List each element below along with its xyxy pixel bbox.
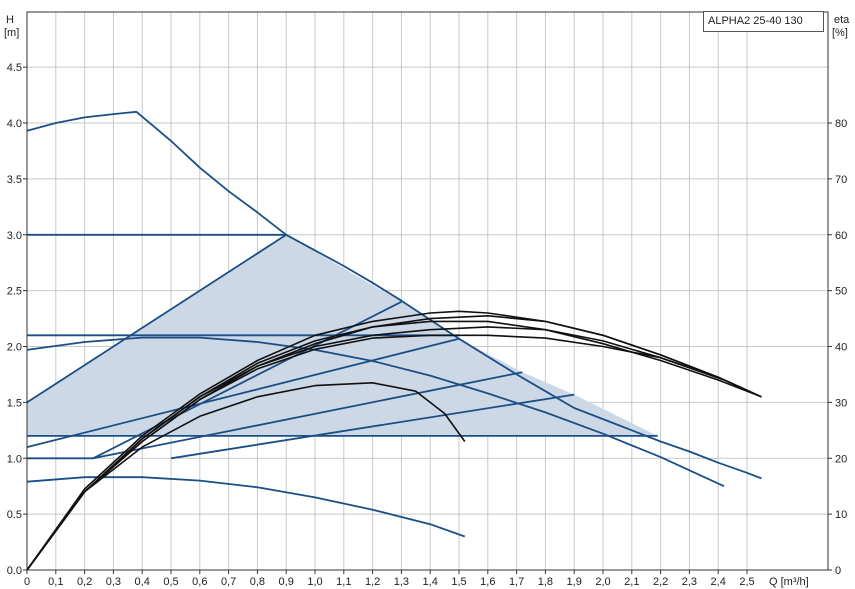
y2-tick-label: 80 bbox=[835, 118, 847, 130]
x-tick-label: 1,7 bbox=[509, 576, 524, 588]
y2-tick-label: 60 bbox=[835, 230, 847, 242]
y-tick-label: 1.5 bbox=[7, 397, 22, 409]
x-tick-label: 0,6 bbox=[192, 576, 207, 588]
x-tick-label: 0,7 bbox=[221, 576, 236, 588]
y2-axis-label: eta bbox=[834, 14, 850, 26]
x-tick-label: 2,2 bbox=[653, 576, 668, 588]
x-tick-label: 1,5 bbox=[451, 576, 466, 588]
y2-axis-unit: [%] bbox=[832, 27, 848, 39]
x-tick-label: 0,3 bbox=[106, 576, 121, 588]
y-axis-unit: [m] bbox=[4, 27, 19, 39]
x-tick-label: 1,8 bbox=[538, 576, 553, 588]
x-tick-label: 0,5 bbox=[163, 576, 178, 588]
head-curve-9 bbox=[26, 336, 725, 488]
x-tick-label: 0,8 bbox=[250, 576, 265, 588]
y-tick-label: 3.5 bbox=[7, 174, 22, 186]
x-tick-label: 1,1 bbox=[336, 576, 351, 588]
x-tick-label: 0,2 bbox=[77, 576, 92, 588]
y-tick-label: 3.0 bbox=[7, 230, 22, 242]
head-curve-6 bbox=[26, 337, 460, 448]
y-tick-label: 4.5 bbox=[7, 62, 22, 74]
y2-tick-label: 20 bbox=[835, 453, 847, 465]
head-curve-0 bbox=[26, 110, 762, 480]
head-curve-5 bbox=[26, 234, 287, 404]
chart-title: ALPHA2 25-40 130 bbox=[703, 11, 824, 32]
y2-tick-label: 50 bbox=[835, 286, 847, 298]
y2-tick-label: 40 bbox=[835, 342, 847, 354]
y-axis-label: H bbox=[6, 14, 14, 26]
operating-range bbox=[27, 234, 658, 459]
y-tick-label: 4.0 bbox=[7, 118, 22, 130]
x-tick-label: 0,1 bbox=[48, 576, 63, 588]
x-tick-label: 2,4 bbox=[711, 576, 726, 588]
x-tick-label: 0 bbox=[24, 576, 30, 588]
efficiency-curve-11 bbox=[26, 382, 466, 571]
x-tick-label: 1,2 bbox=[365, 576, 380, 588]
y-tick-label: 2.5 bbox=[7, 286, 22, 298]
x-tick-label: 1,4 bbox=[423, 576, 438, 588]
head-curve-7 bbox=[93, 371, 523, 460]
x-tick-label: 1,0 bbox=[307, 576, 322, 588]
x-tick-label: 1,3 bbox=[394, 576, 409, 588]
x-tick-label: 2,1 bbox=[624, 576, 639, 588]
y-tick-label: 1.0 bbox=[7, 453, 22, 465]
x-tick-label: 1,9 bbox=[567, 576, 582, 588]
y2-tick-label: 70 bbox=[835, 174, 847, 186]
efficiency-curve-14 bbox=[26, 310, 762, 571]
head-curve-8 bbox=[170, 393, 575, 460]
x-tick-label: 2,0 bbox=[595, 576, 610, 588]
efficiency-curves bbox=[26, 310, 762, 571]
y-tick-label: 2.0 bbox=[7, 342, 22, 354]
grid bbox=[27, 12, 828, 570]
x-tick-label: 2,5 bbox=[739, 576, 754, 588]
x-tick-label: 1,6 bbox=[480, 576, 495, 588]
efficiency-curve-16 bbox=[26, 326, 762, 571]
x-axis-label: Q [m³/h] bbox=[769, 576, 809, 588]
x-tick-label: 0,9 bbox=[279, 576, 294, 588]
y2-tick-label: 10 bbox=[835, 509, 847, 521]
x-tick-label: 0,4 bbox=[135, 576, 150, 588]
operating-range-area bbox=[27, 234, 658, 459]
y2-tick-label: 30 bbox=[835, 397, 847, 409]
y-tick-label: 0.0 bbox=[7, 565, 22, 577]
y-tick-label: 0.5 bbox=[7, 509, 22, 521]
x-tick-label: 2,3 bbox=[682, 576, 697, 588]
y2-tick-label: 0 bbox=[835, 565, 841, 577]
axis-ticks: 0 0,1 0,2 0,3 0,4 0,5 0,6 0,7 0,8 0,9 1,0 1,1 1,2 1,3… bbox=[7, 62, 848, 588]
